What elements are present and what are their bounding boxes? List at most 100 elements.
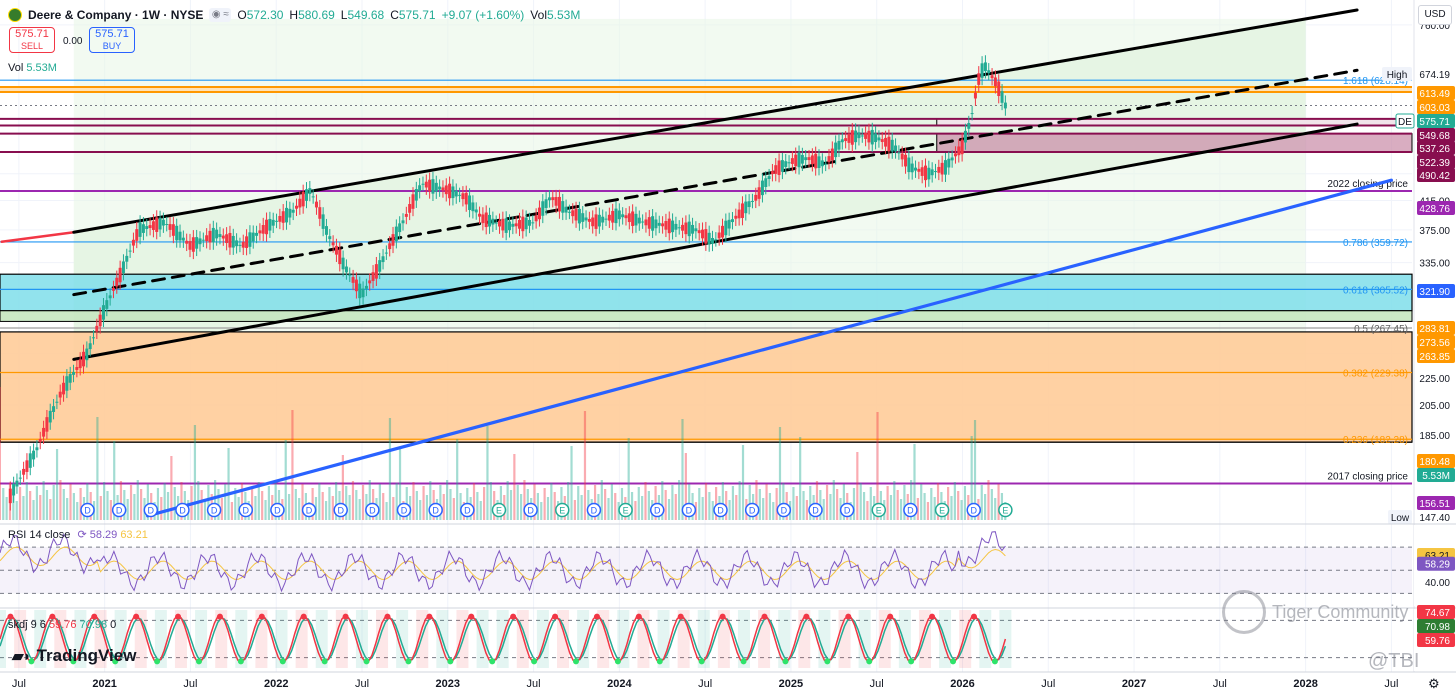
tradingview-logo[interactable]: ▰◗ TradingView bbox=[12, 646, 137, 665]
candle-body bbox=[1000, 91, 1004, 103]
price-label-bg bbox=[1417, 67, 1455, 81]
event-marker-label: D bbox=[274, 506, 281, 516]
event-marker-E bbox=[998, 502, 1013, 518]
candle-body bbox=[188, 241, 192, 250]
volume-bar bbox=[5, 497, 8, 520]
buy-label: BUY bbox=[102, 41, 122, 51]
candle-body bbox=[68, 374, 72, 383]
volume-bar bbox=[701, 497, 704, 520]
volume-bar bbox=[577, 486, 580, 520]
settings-gear-icon[interactable]: ⚙ bbox=[1428, 676, 1440, 691]
volume-bar bbox=[667, 499, 671, 520]
candle-body bbox=[914, 167, 918, 171]
candle-body bbox=[993, 77, 997, 87]
volume-bar bbox=[140, 489, 143, 520]
price-label: 180.48 bbox=[1419, 457, 1450, 468]
candle-body bbox=[158, 217, 162, 230]
volume-bar bbox=[997, 484, 1000, 520]
currency-selector[interactable]: USD bbox=[1418, 5, 1452, 25]
annotation-label-0: 2022 closing price bbox=[1327, 179, 1408, 190]
volume-bar bbox=[792, 487, 795, 520]
sell-button[interactable]: 575.71 SELL bbox=[9, 27, 55, 53]
volume-bar bbox=[200, 490, 203, 520]
price-label-bg bbox=[1417, 454, 1455, 468]
volume-bar bbox=[711, 501, 714, 520]
volume-bar bbox=[237, 497, 240, 520]
candle-body bbox=[591, 217, 595, 227]
volume-bar bbox=[442, 494, 445, 520]
candle-body bbox=[461, 193, 465, 200]
candle-body bbox=[95, 325, 99, 332]
candle-body bbox=[474, 209, 478, 213]
volume-bar bbox=[866, 501, 869, 520]
candle-body bbox=[957, 146, 961, 156]
buy-button[interactable]: 575.71 BUY bbox=[89, 27, 135, 53]
volume-bar bbox=[0, 387, 1, 520]
candle-body bbox=[165, 224, 169, 226]
rsi-legend[interactable]: RSI 14 close ⟳ 58.29 63.21 bbox=[8, 529, 148, 541]
visibility-toggle-icon[interactable]: ◉ ≈ bbox=[209, 8, 232, 22]
candle-body bbox=[38, 438, 42, 442]
deere-logo-icon bbox=[8, 8, 22, 22]
candle-body bbox=[85, 348, 89, 361]
candle-body bbox=[780, 160, 784, 172]
price-label: 603.03 bbox=[1419, 103, 1450, 114]
skdj-bg-bar bbox=[798, 610, 811, 668]
candle-body bbox=[937, 166, 941, 173]
candle-body bbox=[840, 139, 844, 143]
time-axis-label: Jul bbox=[12, 678, 26, 690]
volume-bar bbox=[39, 495, 42, 520]
skdj-trough-dot bbox=[489, 658, 496, 665]
volume-header: Vol5.53M bbox=[530, 8, 581, 22]
volume-bar bbox=[133, 494, 136, 520]
volume-legend[interactable]: Vol 5.53M bbox=[8, 62, 57, 74]
candle-body bbox=[115, 277, 119, 287]
candle-body bbox=[391, 234, 395, 246]
candle-body bbox=[924, 165, 928, 181]
skdj-peak-dot bbox=[677, 613, 684, 620]
price-label: 273.56 bbox=[1419, 338, 1450, 349]
candle-body bbox=[684, 222, 688, 235]
volume-bar bbox=[2, 488, 5, 520]
volume-bar bbox=[267, 486, 270, 520]
author-handle: @TBI bbox=[1368, 650, 1420, 672]
time-axis-label: Jul bbox=[355, 678, 369, 690]
candle-body bbox=[754, 194, 758, 201]
candle-body bbox=[378, 260, 382, 272]
annotation-label-1: 2017 closing price bbox=[1327, 471, 1408, 482]
refresh-icon[interactable]: ⟳ bbox=[77, 529, 87, 541]
skdj-legend[interactable]: skdj 9 6 59.76 70.98 0 bbox=[8, 619, 117, 631]
volume-bar bbox=[452, 498, 455, 520]
candle-body bbox=[28, 453, 32, 468]
symbol-title[interactable]: Deere & Company · 1W · NYSE bbox=[28, 8, 204, 22]
volume-bar bbox=[963, 486, 967, 520]
skdj-trough-dot bbox=[950, 658, 957, 665]
candle-body bbox=[524, 217, 528, 230]
candle-body bbox=[704, 229, 708, 244]
candle-body bbox=[201, 239, 205, 241]
candle-body bbox=[884, 137, 888, 147]
skdj-bg-bar bbox=[657, 610, 670, 668]
candle-body bbox=[514, 223, 518, 227]
volume-bar bbox=[506, 481, 509, 520]
event-marker-label: E bbox=[1002, 506, 1008, 516]
volume-bar bbox=[930, 488, 933, 520]
volume-bar bbox=[392, 497, 395, 520]
rsi-value-bg bbox=[1417, 556, 1455, 571]
candle-body bbox=[245, 236, 249, 248]
candle-body bbox=[917, 168, 921, 172]
price-label-bg bbox=[1417, 335, 1455, 349]
volume-bar bbox=[66, 498, 69, 520]
candle-body bbox=[760, 180, 764, 196]
candle-body bbox=[248, 232, 252, 247]
candle-body bbox=[817, 156, 821, 168]
candle-body bbox=[720, 225, 724, 238]
volume-bar bbox=[388, 418, 392, 520]
price-tag: Low bbox=[1391, 513, 1410, 524]
candle-body bbox=[634, 213, 638, 226]
candle-body bbox=[830, 148, 834, 161]
candle-body bbox=[947, 158, 951, 168]
volume-bar bbox=[913, 444, 916, 520]
